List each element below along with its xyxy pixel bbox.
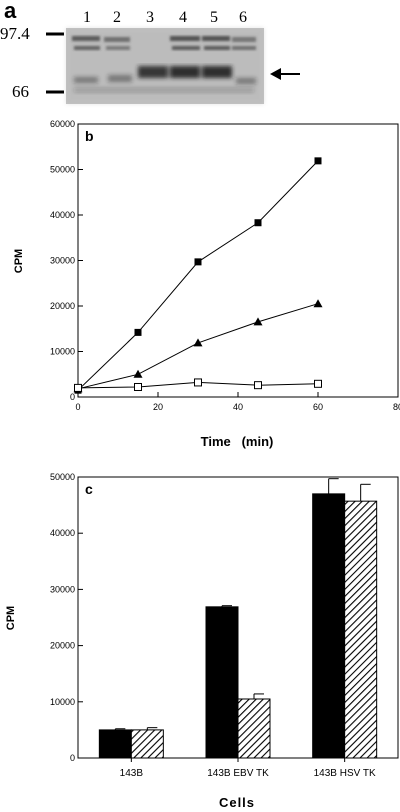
lane-label: 5: [210, 9, 218, 26]
x-tick-label: 80: [393, 402, 400, 412]
lane-label: 4: [179, 9, 187, 26]
panel-a: a 1 2 3 4 5 6 97.4 66: [0, 0, 300, 104]
y-tick-label: 30000: [50, 584, 75, 594]
data-point: [134, 382, 142, 391]
y-tick-label: 10000: [50, 697, 75, 707]
data-point: [194, 378, 202, 387]
category-label: 143B EBV TK: [207, 768, 269, 779]
panel-c: c CPM Cells 0 10000 20000 30000 40000 50000 14…: [5, 472, 399, 810]
bar: [237, 698, 271, 759]
y-tick-label: 30000: [50, 256, 75, 266]
x-tick-label: 20: [153, 402, 163, 412]
axis-ticks-c: 0 10000 20000 30000 40000 50000 143B 143B EBV T…: [50, 472, 376, 779]
marker-label-66: 66: [12, 82, 29, 101]
bar: [344, 500, 378, 759]
series-filled-triangle: [73, 299, 323, 393]
y-axis-title-c: CPM: [5, 606, 17, 630]
lane-label: 3: [146, 9, 154, 26]
y-tick-label: 60000: [50, 119, 75, 129]
data-point: [254, 219, 262, 227]
bar: [312, 493, 346, 759]
category-label: 143B HSV TK: [314, 768, 376, 779]
series-filled-square: [74, 157, 322, 394]
x-axis-title-c: Cells: [219, 795, 255, 810]
plot-frame-b: [77, 123, 399, 398]
y-tick-label: 40000: [50, 528, 75, 538]
y-tick-label: 0: [70, 753, 75, 763]
y-tick-label: 0: [70, 392, 75, 402]
y-tick-label: 40000: [50, 210, 75, 220]
lane-label: 2: [113, 9, 121, 26]
data-point: [133, 369, 143, 378]
y-tick-label: 20000: [50, 641, 75, 651]
marker-label-97: 97.4: [0, 24, 30, 43]
y-tick-label: 50000: [50, 165, 75, 175]
panel-a-label: a: [4, 0, 17, 23]
data-point: [194, 258, 202, 266]
y-tick-label: 50000: [50, 472, 75, 482]
series-open-square: [74, 378, 322, 392]
data-point: [253, 317, 263, 326]
left-arrow-icon: [270, 68, 300, 80]
bar-group-c: [98, 478, 378, 759]
lane-label: 1: [83, 9, 91, 26]
bar: [98, 729, 132, 759]
series-line: [77, 160, 319, 391]
x-axis-title-b: Time (min): [201, 434, 274, 449]
panel-b: b CPM Time (min) 0 10000 20000 30000 40000 50…: [13, 119, 400, 449]
gel-blot: [66, 28, 264, 104]
panel-c-label: c: [85, 481, 93, 497]
category-label: 143B: [120, 768, 144, 779]
data-point: [254, 381, 262, 390]
lane-label: 6: [239, 9, 247, 26]
x-tick-label: 40: [233, 402, 243, 412]
y-axis-title-b: CPM: [13, 249, 25, 273]
data-point: [74, 383, 82, 392]
series-group-b: [73, 157, 323, 394]
bar: [130, 729, 164, 759]
x-tick-label: 60: [313, 402, 323, 412]
panel-b-label: b: [85, 128, 94, 144]
y-tick-label: 10000: [50, 347, 75, 357]
data-point: [193, 338, 203, 347]
data-point: [313, 299, 323, 308]
x-tick-label: 0: [75, 402, 80, 412]
data-point: [314, 157, 322, 165]
data-point: [314, 379, 322, 388]
axis-ticks-b: 0 10000 20000 30000 40000 50000 60000 0 20 40 60 80: [50, 119, 400, 412]
y-tick-label: 20000: [50, 301, 75, 311]
bar: [205, 606, 239, 759]
data-point: [134, 328, 142, 336]
